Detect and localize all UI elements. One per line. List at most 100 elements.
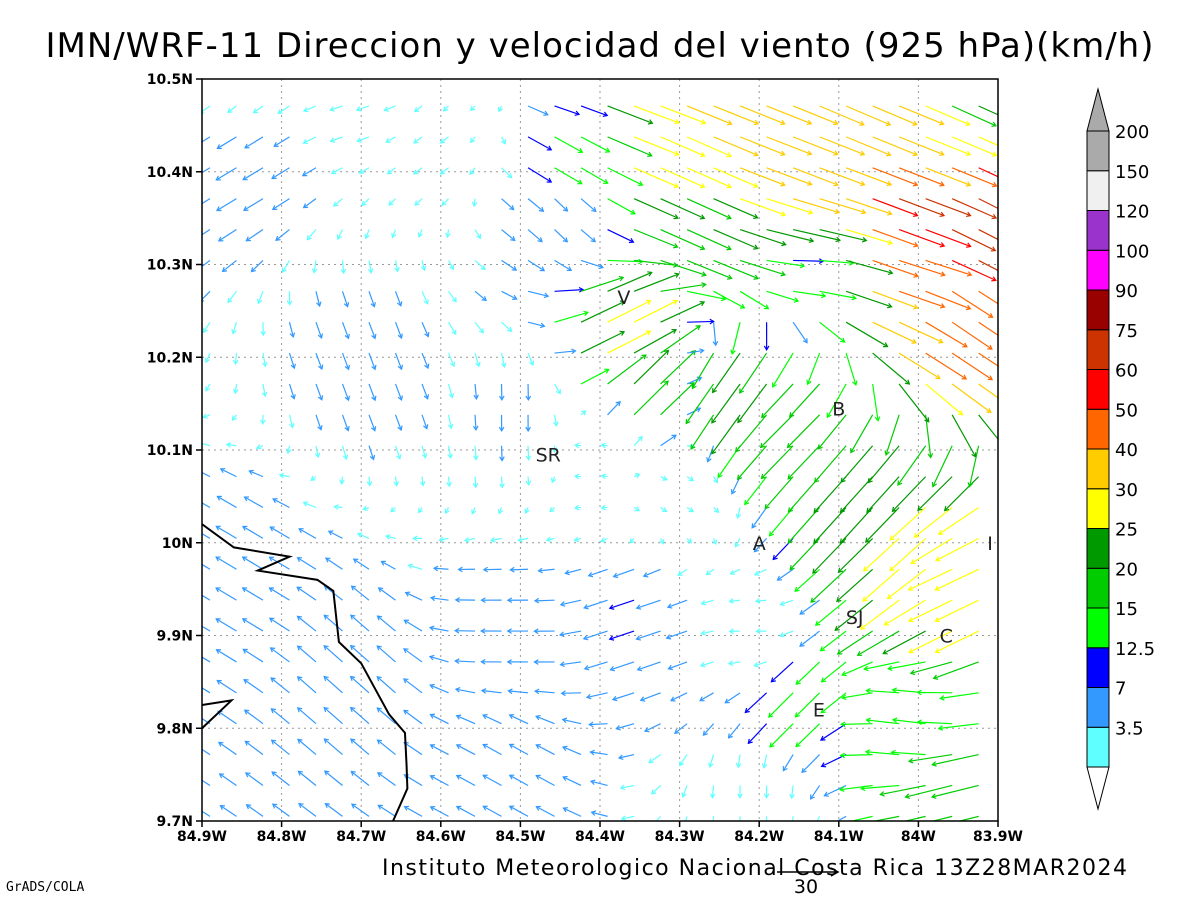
wind-arrow bbox=[421, 445, 428, 459]
wind-arrow bbox=[925, 136, 972, 157]
wind-arrow-head bbox=[562, 775, 568, 782]
wind-arrow bbox=[913, 507, 953, 538]
wind-arrow-head bbox=[760, 473, 766, 480]
wind-arrow-shaft bbox=[222, 259, 237, 272]
wind-arrow bbox=[311, 260, 318, 274]
colorbar-label: 75 bbox=[1115, 321, 1138, 342]
wind-arrow-shaft bbox=[535, 690, 555, 694]
wind-arrow-shaft bbox=[244, 496, 264, 509]
wind-arrow-shaft bbox=[351, 803, 370, 817]
wind-arrow bbox=[925, 259, 973, 277]
wind-arrow-head bbox=[403, 619, 409, 625]
wind-arrow-head bbox=[689, 382, 695, 388]
colorbar-label: 120 bbox=[1115, 202, 1149, 223]
wind-arrow bbox=[277, 105, 290, 114]
wind-arrow-head bbox=[604, 147, 611, 153]
wind-arrow-shaft bbox=[580, 331, 625, 354]
wind-arrow-head bbox=[471, 509, 477, 515]
wind-arrow bbox=[533, 628, 555, 635]
wind-arrow bbox=[677, 568, 688, 576]
wind-arrow bbox=[573, 442, 582, 449]
wind-arrow bbox=[639, 692, 661, 702]
wind-arrow bbox=[243, 678, 264, 694]
wind-arrow-shaft bbox=[760, 414, 794, 448]
wind-arrow-head bbox=[937, 725, 944, 731]
wind-arrow-shaft bbox=[898, 198, 945, 217]
wind-arrow bbox=[779, 599, 794, 607]
wind-arrow-shaft bbox=[269, 587, 290, 601]
wind-arrow-shaft bbox=[202, 594, 211, 601]
wind-arrow-shaft bbox=[315, 352, 323, 370]
wind-arrow-head bbox=[939, 181, 945, 187]
wind-arrow-shaft bbox=[940, 692, 979, 699]
wind-arrow bbox=[202, 413, 211, 419]
wind-arrow-shaft bbox=[820, 723, 847, 741]
wind-arrow-shaft bbox=[381, 560, 396, 570]
wind-arrow-head bbox=[988, 312, 994, 318]
wind-arrow bbox=[943, 476, 980, 512]
wind-arrow bbox=[660, 105, 707, 125]
wind-arrow-head bbox=[501, 139, 507, 145]
wind-arrow bbox=[421, 291, 429, 305]
wind-arrow-head bbox=[786, 442, 793, 449]
wind-arrow-shaft bbox=[474, 321, 484, 334]
wind-arrow-shaft bbox=[202, 136, 211, 143]
wind-arrow-head bbox=[302, 203, 309, 209]
wind-arrow-head bbox=[498, 426, 505, 433]
wind-arrow-head bbox=[939, 211, 946, 218]
wind-arrow bbox=[428, 654, 449, 663]
wind-arrow-shaft bbox=[807, 352, 821, 385]
wind-arrow-head bbox=[763, 345, 770, 352]
wind-arrow-shaft bbox=[554, 105, 580, 115]
wind-arrow bbox=[786, 414, 821, 449]
wind-arrow bbox=[428, 625, 449, 632]
wind-arrow bbox=[499, 445, 505, 462]
wind-arrow-head bbox=[726, 245, 732, 251]
wind-arrow-shaft bbox=[850, 414, 874, 453]
wind-arrow-head bbox=[861, 236, 868, 243]
wind-arrow bbox=[501, 290, 518, 300]
wind-arrow-shaft bbox=[303, 136, 317, 144]
wind-arrow bbox=[215, 649, 237, 663]
wind-arrow-shaft bbox=[527, 229, 543, 243]
wind-arrow-shaft bbox=[394, 476, 398, 486]
grid-lines bbox=[202, 79, 998, 821]
wind-arrow-shaft bbox=[282, 260, 290, 273]
wind-arrow bbox=[660, 507, 668, 513]
wind-arrow-head bbox=[753, 274, 760, 280]
wind-arrow-head bbox=[839, 752, 845, 759]
colorbar-segment bbox=[1086, 130, 1110, 172]
wind-arrow bbox=[607, 228, 635, 244]
wind-arrow bbox=[792, 105, 839, 126]
wind-arrow-shaft bbox=[660, 507, 667, 512]
wind-arrow-shaft bbox=[819, 136, 865, 156]
wind-arrow bbox=[376, 772, 396, 786]
wind-arrow-head bbox=[216, 144, 222, 150]
wind-arrow-shaft bbox=[872, 259, 919, 277]
colorbar-segment bbox=[1086, 567, 1110, 609]
wind-arrow-head bbox=[497, 106, 503, 113]
wind-arrow bbox=[907, 599, 953, 623]
wind-arrow bbox=[545, 536, 555, 543]
wind-arrow-head bbox=[699, 245, 706, 251]
wind-arrow bbox=[932, 661, 979, 680]
wind-arrow-shaft bbox=[297, 707, 317, 725]
wind-arrow bbox=[734, 538, 741, 548]
wind-arrow-shaft bbox=[421, 445, 427, 458]
place-label: I bbox=[987, 533, 993, 555]
wind-arrow bbox=[978, 259, 998, 272]
wind-arrow-shaft bbox=[482, 743, 502, 756]
wind-arrow bbox=[686, 537, 693, 544]
wind-arrow bbox=[341, 383, 350, 402]
wind-arrow bbox=[739, 816, 741, 821]
wind-arrow bbox=[242, 198, 264, 211]
wind-arrow bbox=[454, 687, 476, 694]
wind-arrow bbox=[580, 300, 626, 323]
wind-arrow-head bbox=[297, 770, 303, 776]
wind-arrow-shaft bbox=[202, 442, 211, 447]
wind-arrow bbox=[660, 136, 706, 158]
wind-arrow bbox=[648, 754, 661, 764]
wind-arrow bbox=[691, 352, 715, 390]
wind-arrow bbox=[872, 259, 920, 278]
